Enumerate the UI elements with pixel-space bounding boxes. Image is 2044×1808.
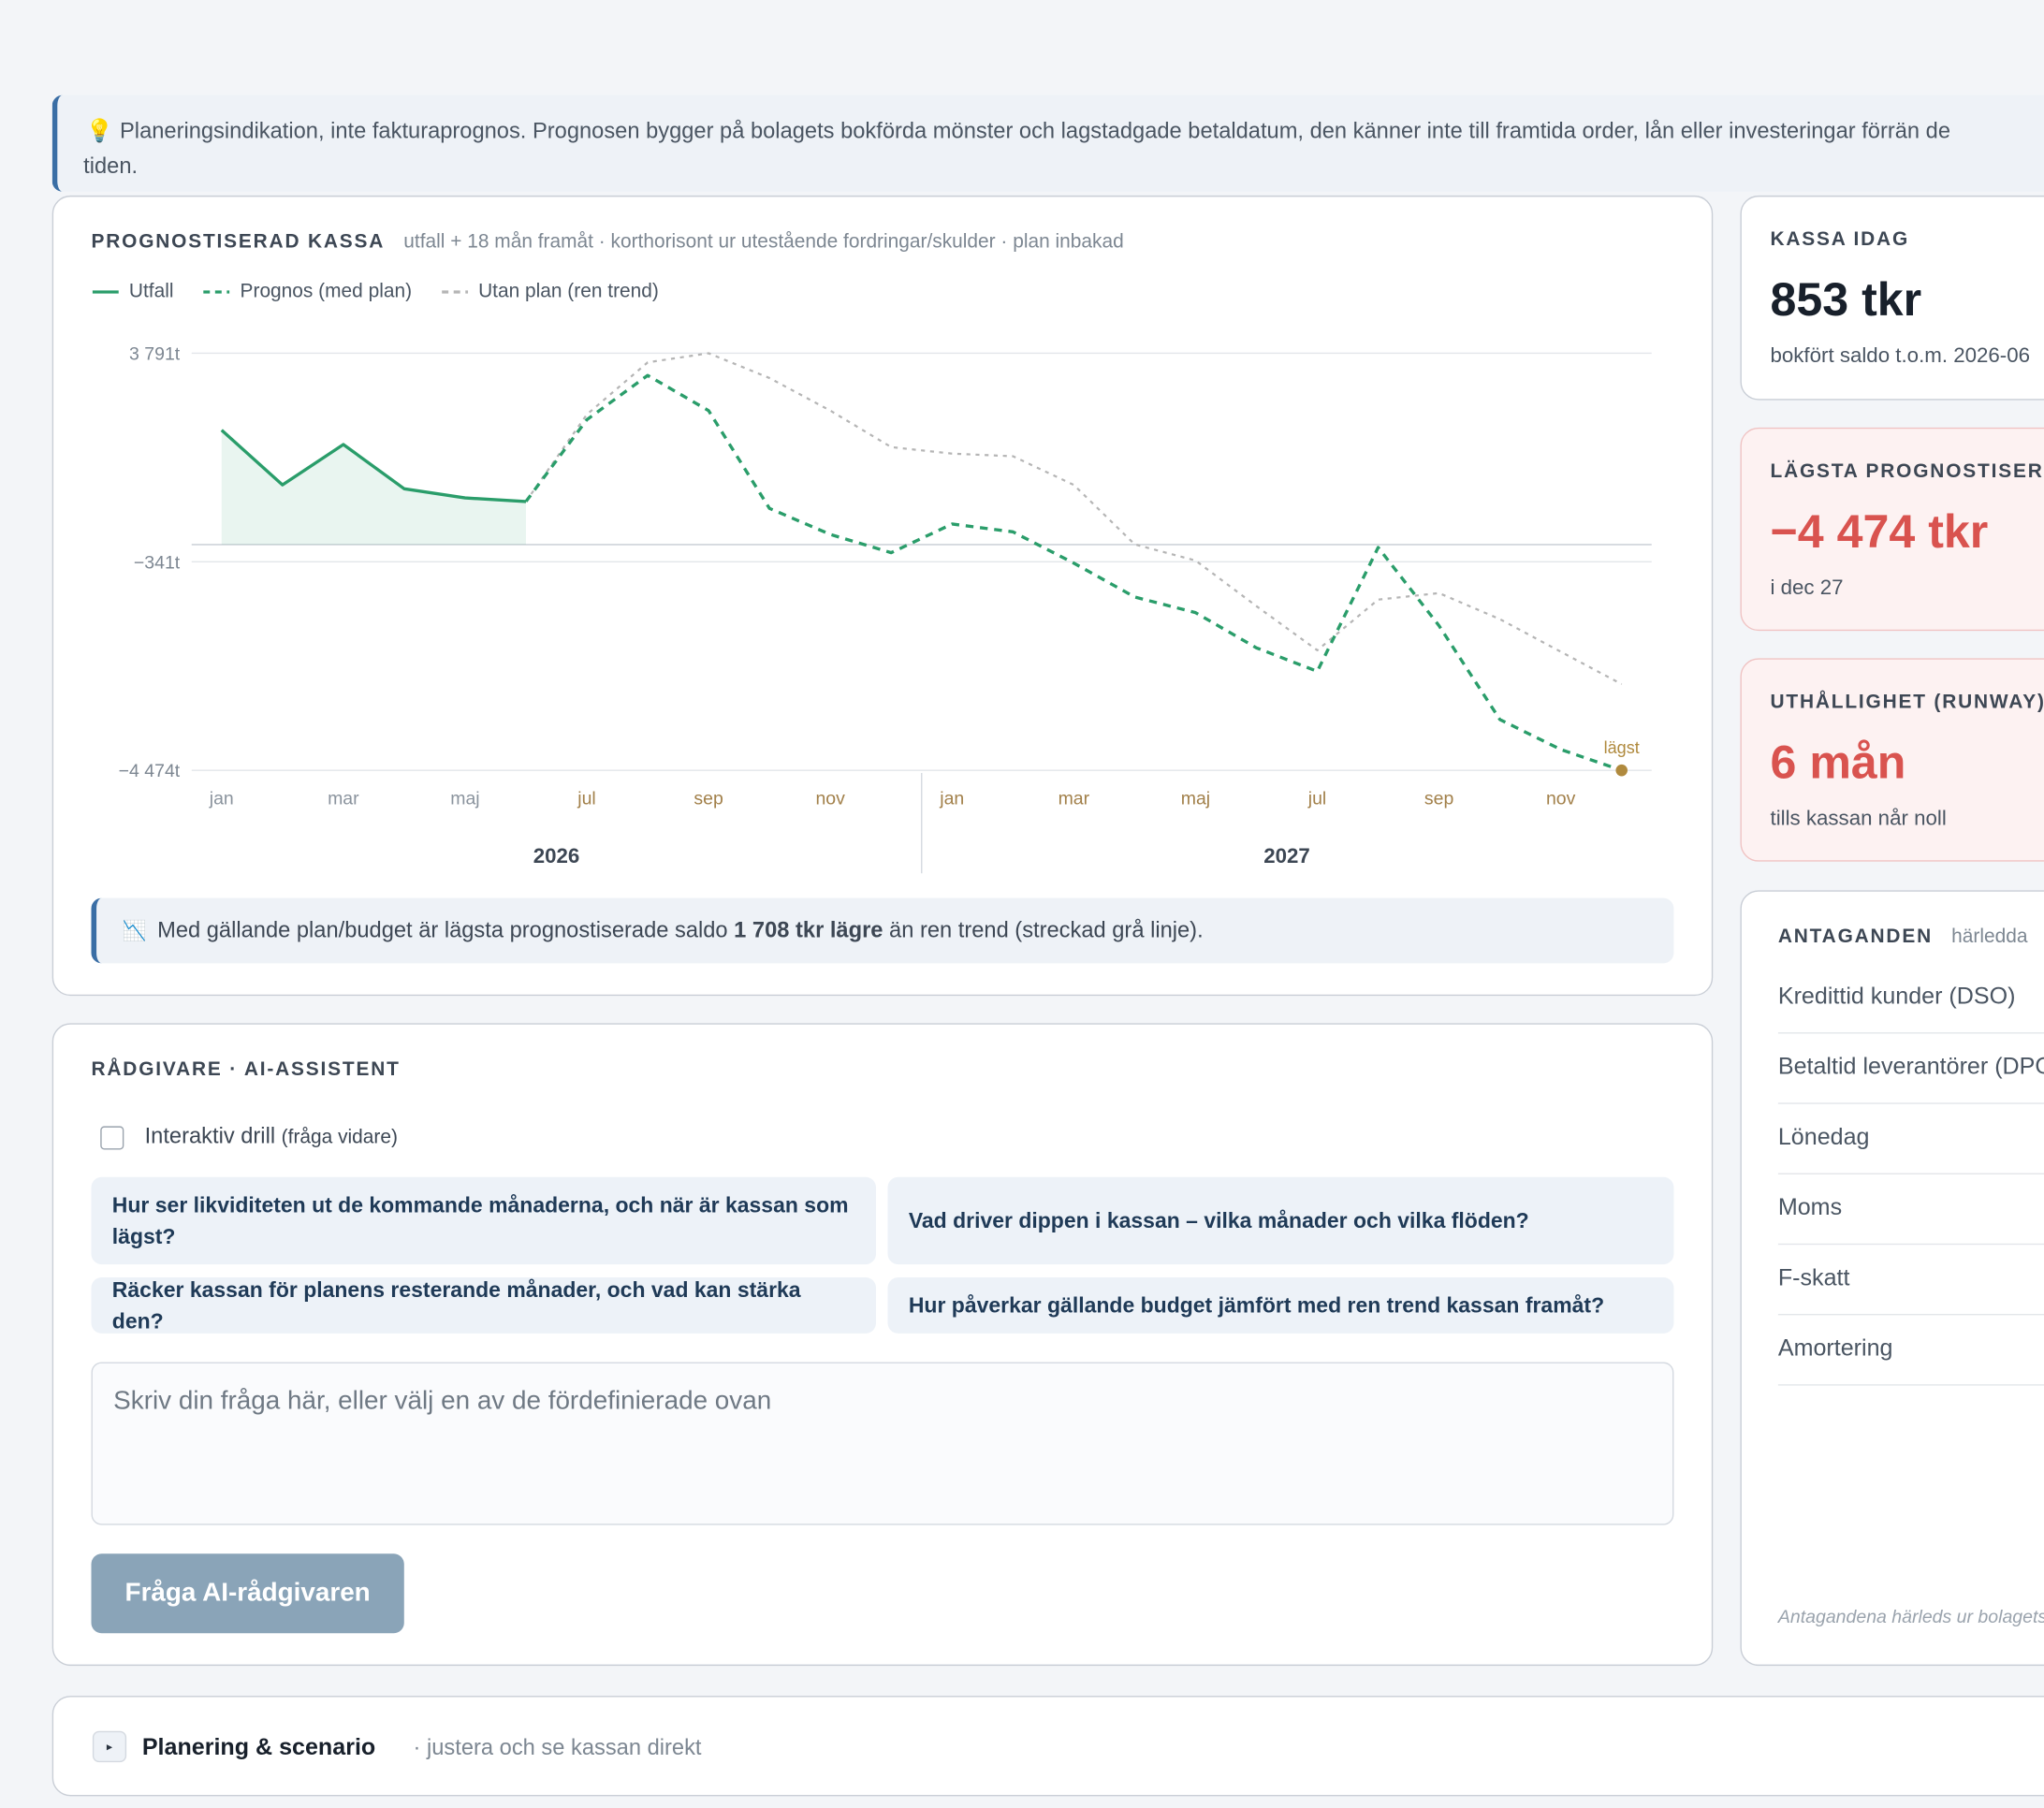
kpi-sub: i dec 27 bbox=[1770, 577, 1844, 600]
suggestion-button[interactable]: Hur påverkar gällande budget jämfört med… bbox=[887, 1276, 1674, 1334]
note-highlight: 1 708 tkr lägre bbox=[734, 917, 883, 943]
planning-title: Planering & scenario bbox=[141, 1733, 376, 1760]
info-banner: 💡 Planeringsindikation, inte fakturaprog… bbox=[51, 95, 2044, 192]
legend-label: Utfall bbox=[128, 280, 174, 303]
kpi-card: KASSA IDAG 853 tkr bokfört saldo t.o.m. … bbox=[1740, 195, 2044, 401]
note-text: än ren trend (streckad grå linje). bbox=[883, 917, 1204, 943]
chart-subtitle: utfall + 18 mån framåt · korthorisont ur… bbox=[403, 230, 1124, 254]
assumptions-header: ANTAGANDEN härledda bbox=[1778, 926, 2028, 949]
row-divider bbox=[1777, 1102, 2044, 1104]
assumption-label: Amortering bbox=[1777, 1334, 1893, 1362]
kpi-value: −4 474 tkr bbox=[1770, 504, 1989, 559]
assumption-label: F-skatt bbox=[1777, 1264, 1850, 1290]
suggestion-button[interactable]: Räcker kassan för planens resterande mån… bbox=[91, 1276, 876, 1334]
assumption-label: Moms bbox=[1777, 1193, 1843, 1220]
chart-card: PROGNOSTISERAD KASSA utfall + 18 mån fra… bbox=[51, 195, 1714, 997]
row-divider bbox=[1777, 1313, 2044, 1316]
legend-item: Utan plan (ren trend) bbox=[441, 280, 659, 302]
suggestion-button[interactable]: Vad driver dippen i kassan – vilka månad… bbox=[887, 1176, 1674, 1265]
banner-text: Planeringsindikation, inte fakturaprogno… bbox=[120, 118, 1951, 144]
row-divider bbox=[1777, 1384, 2044, 1386]
assumption-label: Lönedag bbox=[1777, 1123, 1870, 1150]
kpi-label: KASSA IDAG bbox=[1770, 227, 1910, 251]
kpi-value: 6 mån bbox=[1770, 735, 1906, 789]
kpi-card: UTHÅLLIGHET (RUNWAY) 6 mån tills kassan … bbox=[1740, 658, 2044, 862]
checkbox[interactable] bbox=[100, 1126, 124, 1150]
banner-text: tiden. bbox=[83, 153, 139, 179]
legend-label: Utan plan (ren trend) bbox=[478, 280, 659, 303]
assumption-label: Kredittid kunder (DSO) bbox=[1777, 983, 2016, 1010]
note-icon: 📉 bbox=[122, 920, 147, 943]
legend-label: Prognos (med plan) bbox=[240, 280, 413, 303]
kpi-card: LÄGSTA PROGNOSTISERAD KASSA −4 474 tkr i… bbox=[1740, 427, 2044, 632]
drill-label: Interaktiv drill bbox=[144, 1123, 276, 1149]
drill-hint: (fråga vidare) bbox=[281, 1126, 398, 1149]
legend-swatch bbox=[442, 289, 468, 293]
row-divider bbox=[1777, 1032, 2044, 1034]
placeholder: Skriv din fråga här, eller välj en av de… bbox=[113, 1386, 772, 1416]
assumptions-footer: Antagandena härleds ur bolagets bokförin… bbox=[1777, 1605, 2044, 1627]
expand-icon: ▸ bbox=[92, 1730, 127, 1763]
chart-note: 📉 Med gällande plan/budget är lägsta pro… bbox=[91, 897, 1674, 964]
kpi-value: 853 tkr bbox=[1770, 272, 1922, 327]
legend-swatch bbox=[203, 289, 230, 293]
assumption-label: Betaltid leverantörer (DPO) bbox=[1777, 1053, 2044, 1080]
legend-swatch bbox=[92, 289, 119, 293]
chart-title: PROGNOSTISERAD KASSA bbox=[91, 230, 386, 254]
kpi-sub: bokfört saldo t.o.m. 2026-06 bbox=[1770, 345, 2031, 368]
kpi-sub: tills kassan når noll bbox=[1770, 808, 1947, 831]
assumptions-card: ANTAGANDEN härledda Antagandena härleds … bbox=[1740, 890, 2044, 1667]
legend-item: Prognos (med plan) bbox=[202, 280, 412, 302]
question-textarea[interactable]: Skriv din fråga här, eller välj en av de… bbox=[91, 1362, 1674, 1525]
planning-subtitle: · justera och se kassan direkt bbox=[413, 1734, 702, 1760]
checkbox-label[interactable]: Interaktiv drill (fråga vidare) bbox=[145, 1124, 398, 1150]
row-divider bbox=[1777, 1243, 2044, 1246]
legend-item: Utfall bbox=[91, 280, 174, 303]
assumptions-subtitle: härledda bbox=[1951, 925, 2028, 948]
advisor-card: RÅDGIVARE · AI-ASSISTENT Interaktiv dril… bbox=[51, 1023, 1714, 1667]
suggestion-button[interactable]: Hur ser likviditeten ut de kommande måna… bbox=[91, 1176, 876, 1265]
note-text: Med gällande plan/budget är lägsta progn… bbox=[157, 917, 735, 943]
chart-header: PROGNOSTISERAD KASSA utfall + 18 mån fra… bbox=[91, 231, 1123, 255]
banner-icon: 💡 bbox=[85, 118, 114, 144]
advisor-title: RÅDGIVARE · AI-ASSISTENT bbox=[91, 1057, 401, 1081]
kpi-label: LÄGSTA PROGNOSTISERAD KASSA bbox=[1770, 459, 2044, 483]
kpi-label: UTHÅLLIGHET (RUNWAY) bbox=[1770, 691, 2044, 713]
ask-button[interactable]: Fråga AI-rådgivaren bbox=[91, 1553, 404, 1634]
planning-bar[interactable]: ▸ Planering & scenario · justera och se … bbox=[51, 1696, 2044, 1797]
assumptions-title: ANTAGANDEN bbox=[1777, 925, 1933, 948]
legend: Utfall Prognos (med plan) Utan plan (ren t… bbox=[91, 280, 659, 303]
